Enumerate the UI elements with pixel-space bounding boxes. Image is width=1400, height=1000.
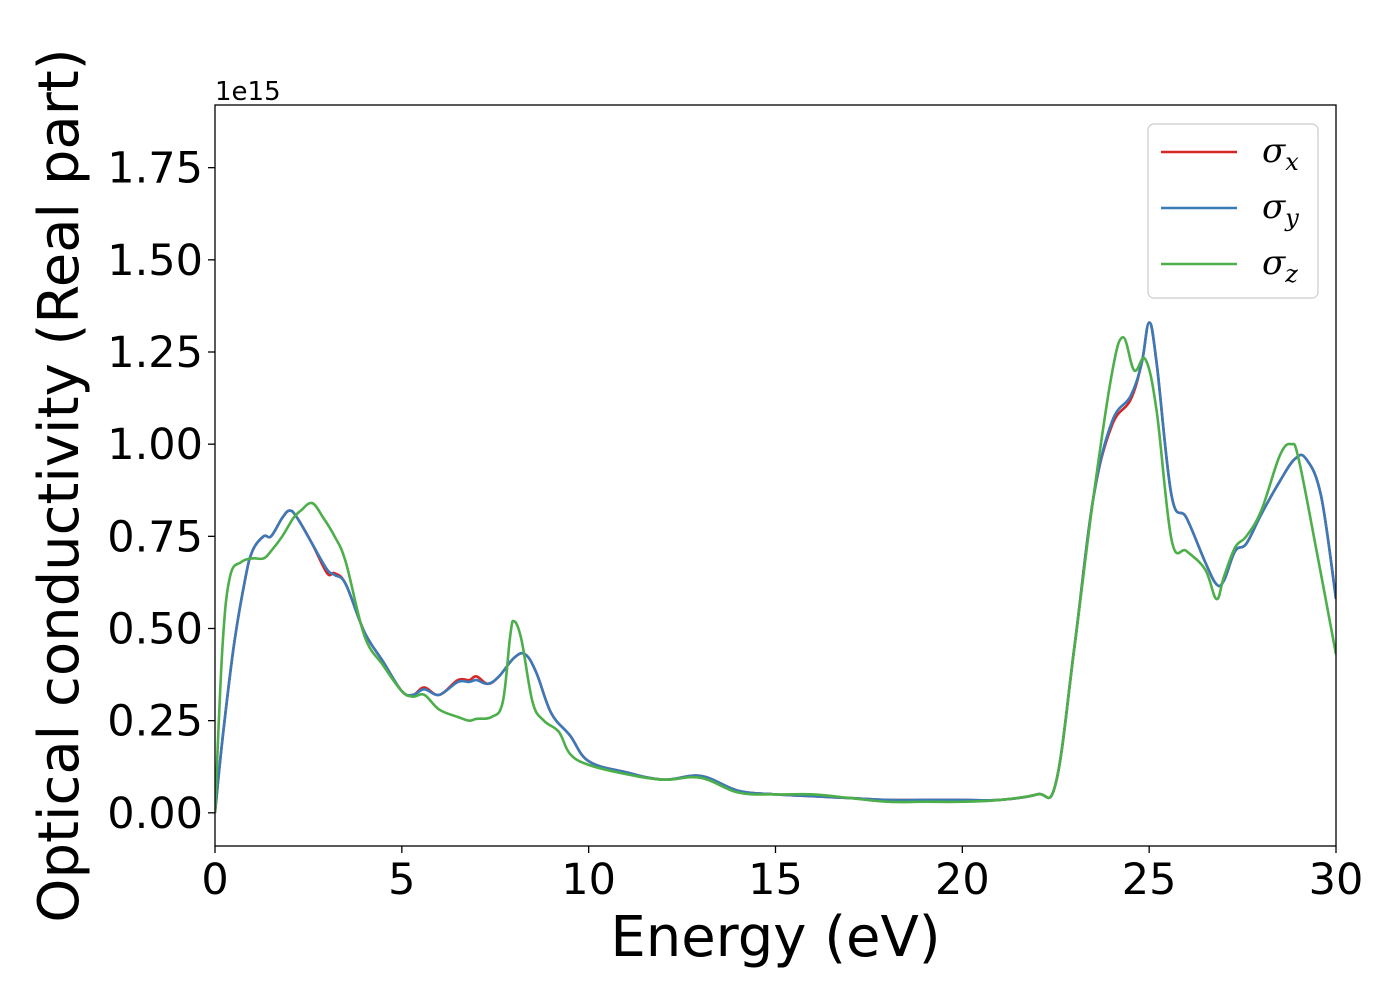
x-axis-ticks: 0 5 10 15 20 25 30: [201, 846, 1363, 905]
y-offset-label: 1e15: [215, 77, 281, 107]
y-tick-label: 1.75: [107, 144, 203, 194]
legend: σx σy σz: [1147, 123, 1319, 299]
y-tick-label: 0.25: [107, 697, 203, 747]
x-tick-label: 15: [748, 855, 803, 905]
legend-label-x: σx: [1262, 131, 1299, 176]
series-line-x: [215, 321, 1336, 813]
y-tick-label: 1.25: [107, 328, 203, 378]
y-tick-label: 0.75: [107, 512, 203, 562]
x-tick-label: 0: [201, 855, 228, 905]
x-tick-label: 30: [1309, 855, 1364, 905]
legend-label-y: σy: [1262, 187, 1299, 232]
y-tick-label: 0.00: [107, 789, 203, 839]
x-tick-label: 20: [935, 855, 990, 905]
x-tick-label: 5: [388, 855, 415, 905]
legend-label-z: σz: [1262, 243, 1298, 288]
y-axis-ticks: 0.00 0.25 0.50 0.75 1.00 1.25 1.50 1.75: [107, 144, 215, 839]
x-tick-label: 25: [1122, 855, 1177, 905]
x-axis-label: Energy (eV): [610, 905, 940, 970]
x-tick-label: 10: [561, 855, 616, 905]
legend-box: [1147, 123, 1319, 299]
series-line-y: [215, 321, 1336, 813]
plot-area: [215, 321, 1336, 813]
series-line-z: [215, 335, 1336, 813]
y-axis-label: Optical conductivity (Real part): [27, 48, 92, 922]
y-tick-label: 1.00: [107, 420, 203, 470]
y-tick-label: 0.50: [107, 604, 203, 654]
y-tick-label: 1.50: [107, 236, 203, 286]
